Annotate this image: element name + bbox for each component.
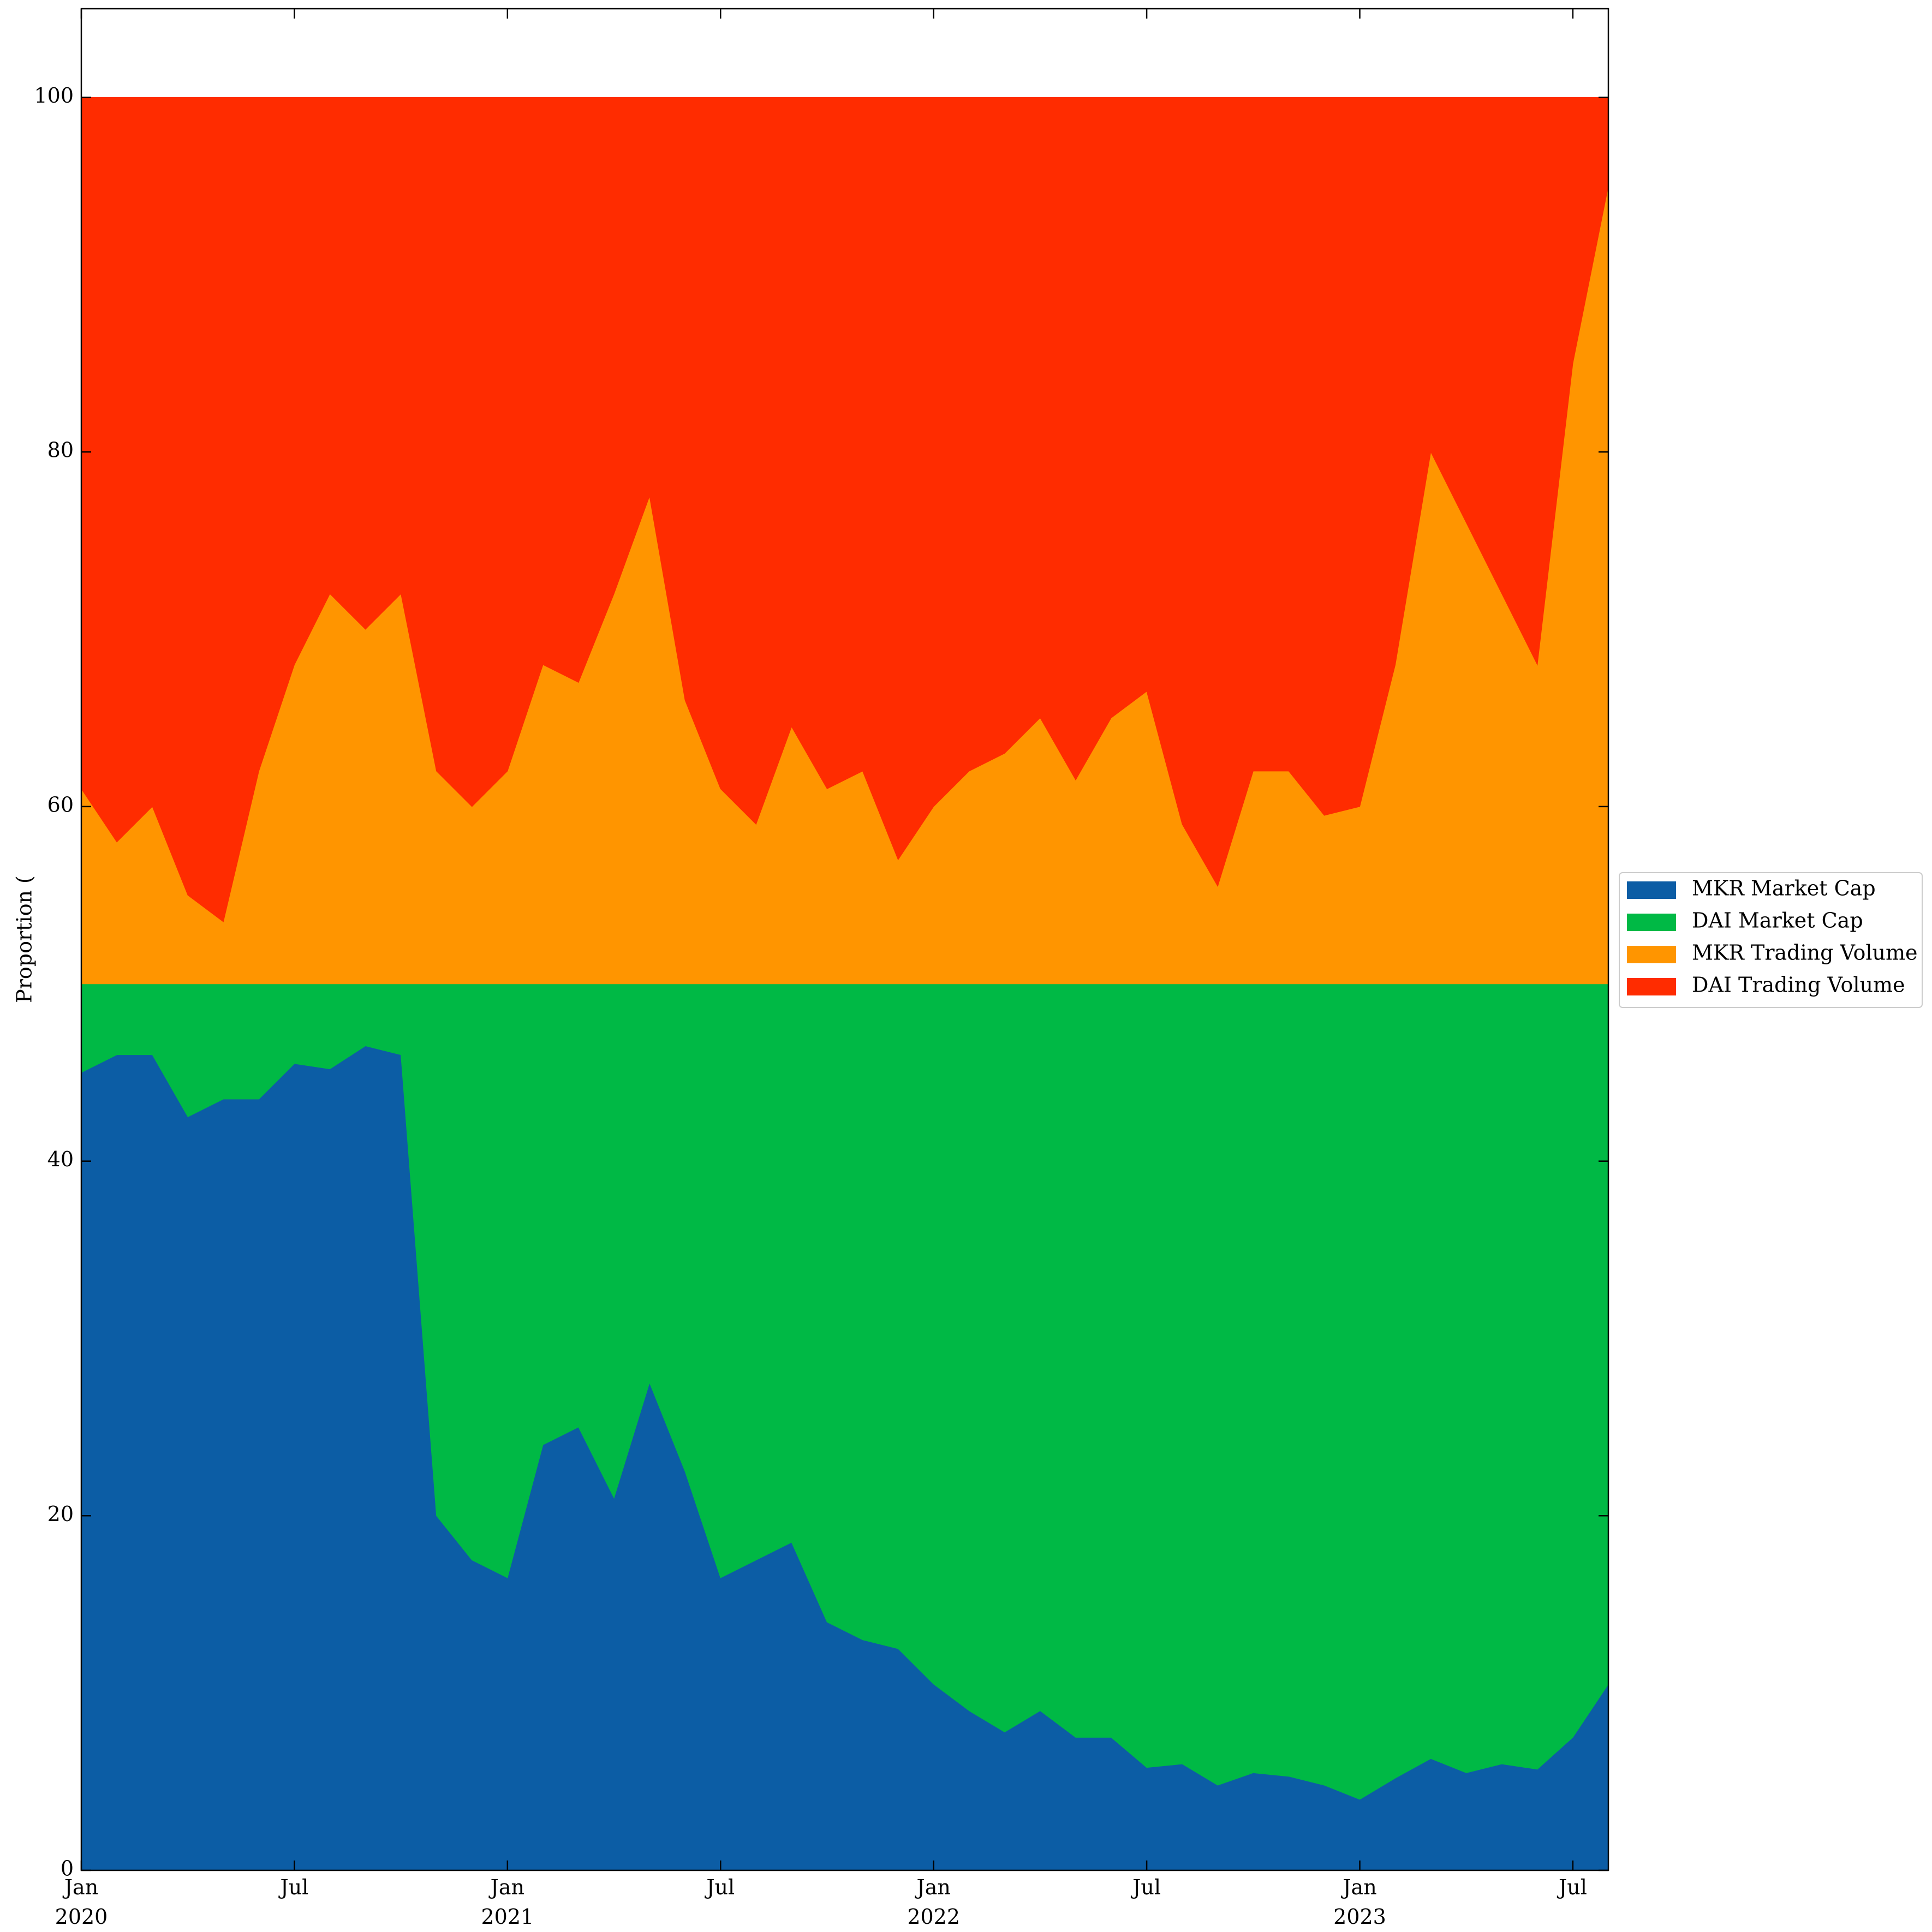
y-tick-label: 100 xyxy=(34,84,74,108)
x-tick-label: Jan xyxy=(488,1875,524,1899)
legend-label: MKR Trading Volume xyxy=(1692,941,1918,965)
x-tick-label: Jul xyxy=(278,1875,308,1899)
legend-label: MKR Market Cap xyxy=(1692,876,1876,901)
legend-label: DAI Trading Volume xyxy=(1692,973,1905,997)
x-tick-label: Jul xyxy=(1557,1875,1587,1899)
legend-swatch xyxy=(1627,946,1676,963)
legend-swatch xyxy=(1627,978,1676,995)
x-tick-label: Jan xyxy=(914,1875,950,1899)
legend-swatch xyxy=(1627,881,1676,899)
x-tick-year: 2020 xyxy=(55,1905,108,1929)
y-tick-label: 0 xyxy=(61,1857,74,1881)
x-tick-year: 2023 xyxy=(1333,1905,1386,1929)
y-tick-label: 40 xyxy=(47,1147,74,1171)
x-tick-label: Jul xyxy=(704,1875,735,1899)
y-tick-label: 20 xyxy=(47,1502,74,1526)
y-axis-label: Proportion ( xyxy=(13,875,37,1003)
plot-frame xyxy=(80,8,1609,1871)
x-tick-label: Jul xyxy=(1130,1875,1161,1899)
x-tick-label: Jan xyxy=(1340,1875,1376,1899)
legend-box xyxy=(1619,872,1923,1008)
legend-swatch xyxy=(1627,914,1676,931)
x-tick-year: 2022 xyxy=(907,1905,960,1929)
y-tick-label: 80 xyxy=(47,438,74,462)
y-tick-label: 60 xyxy=(47,792,74,816)
x-tick-year: 2021 xyxy=(481,1905,534,1929)
legend-label: DAI Market Cap xyxy=(1692,909,1863,933)
x-tick-label: Jan xyxy=(62,1875,98,1899)
